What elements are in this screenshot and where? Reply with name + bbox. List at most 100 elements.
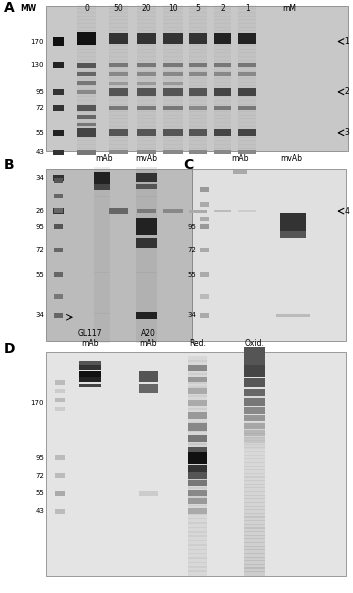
Bar — [109, 38, 128, 43]
Bar — [244, 423, 265, 429]
Bar — [244, 443, 265, 449]
Bar — [77, 74, 96, 79]
Bar — [94, 290, 110, 296]
Bar — [137, 100, 156, 105]
Bar — [188, 448, 208, 454]
Bar — [214, 63, 231, 68]
Bar — [109, 141, 128, 145]
Bar — [244, 473, 265, 477]
Bar — [244, 535, 265, 540]
Bar — [163, 23, 183, 28]
Text: 34: 34 — [35, 313, 44, 318]
Bar — [77, 96, 96, 101]
Bar — [77, 144, 96, 149]
Bar — [188, 452, 208, 458]
Bar — [238, 136, 256, 141]
Text: mvAb: mvAb — [136, 154, 157, 163]
Text: 55: 55 — [35, 272, 44, 278]
Bar — [188, 544, 208, 550]
Bar — [188, 562, 208, 568]
Text: mM: mM — [282, 4, 297, 13]
Bar — [244, 365, 265, 377]
Text: 43: 43 — [35, 149, 44, 155]
Bar — [77, 60, 96, 65]
Bar — [94, 237, 110, 243]
Bar — [238, 85, 256, 90]
Bar — [163, 16, 183, 21]
Bar — [136, 190, 157, 196]
Bar — [244, 502, 265, 506]
Bar — [109, 96, 128, 101]
Bar — [189, 107, 207, 112]
Bar — [77, 38, 96, 43]
Bar — [214, 129, 231, 134]
Bar — [244, 400, 265, 405]
Bar — [109, 136, 128, 141]
Bar — [188, 417, 208, 423]
Bar — [77, 49, 96, 53]
Bar — [238, 67, 256, 72]
Bar — [238, 23, 256, 28]
Bar — [163, 100, 183, 105]
Bar — [109, 133, 128, 138]
Text: B: B — [4, 158, 14, 173]
Bar — [77, 42, 96, 46]
Bar — [188, 369, 208, 375]
Bar — [163, 82, 183, 85]
Bar — [109, 114, 128, 119]
Bar — [77, 85, 96, 90]
Bar — [238, 93, 256, 97]
Bar — [244, 347, 265, 371]
Bar — [137, 133, 156, 138]
Bar — [188, 404, 208, 410]
Bar — [244, 396, 265, 401]
Bar — [94, 249, 110, 255]
Bar — [136, 208, 157, 214]
Bar — [163, 104, 183, 109]
Bar — [244, 437, 265, 443]
Text: 95: 95 — [35, 455, 44, 461]
Bar — [94, 319, 110, 325]
Bar — [163, 93, 183, 97]
Bar — [244, 556, 265, 561]
Bar — [77, 93, 96, 97]
Bar — [79, 365, 101, 370]
Bar — [244, 429, 265, 434]
Bar — [94, 202, 110, 208]
Bar — [244, 407, 265, 412]
Bar — [137, 82, 156, 87]
Bar — [188, 570, 208, 576]
Bar — [214, 122, 231, 127]
Bar — [189, 210, 207, 212]
Bar — [188, 388, 208, 394]
Bar — [188, 387, 208, 393]
Bar — [163, 20, 183, 24]
Bar — [163, 56, 183, 61]
Bar — [189, 71, 207, 75]
Bar — [77, 129, 96, 138]
Bar — [189, 72, 207, 76]
Bar — [54, 193, 63, 197]
Bar — [77, 12, 96, 17]
Bar — [244, 495, 265, 499]
Bar — [109, 60, 128, 65]
Bar — [214, 23, 231, 28]
Bar — [137, 74, 156, 79]
Bar — [188, 426, 208, 432]
Bar — [109, 144, 128, 149]
Bar — [137, 38, 156, 43]
Bar — [188, 447, 208, 455]
Bar — [79, 384, 101, 387]
Bar — [244, 542, 265, 547]
Bar — [238, 114, 256, 119]
Bar — [77, 78, 96, 83]
Bar — [55, 491, 65, 496]
Bar — [94, 284, 110, 290]
Bar — [189, 82, 207, 87]
Bar — [163, 74, 183, 79]
Bar — [94, 231, 110, 237]
Bar — [77, 23, 96, 28]
Text: 95: 95 — [187, 224, 196, 229]
Bar — [188, 452, 208, 464]
Bar — [109, 129, 128, 136]
